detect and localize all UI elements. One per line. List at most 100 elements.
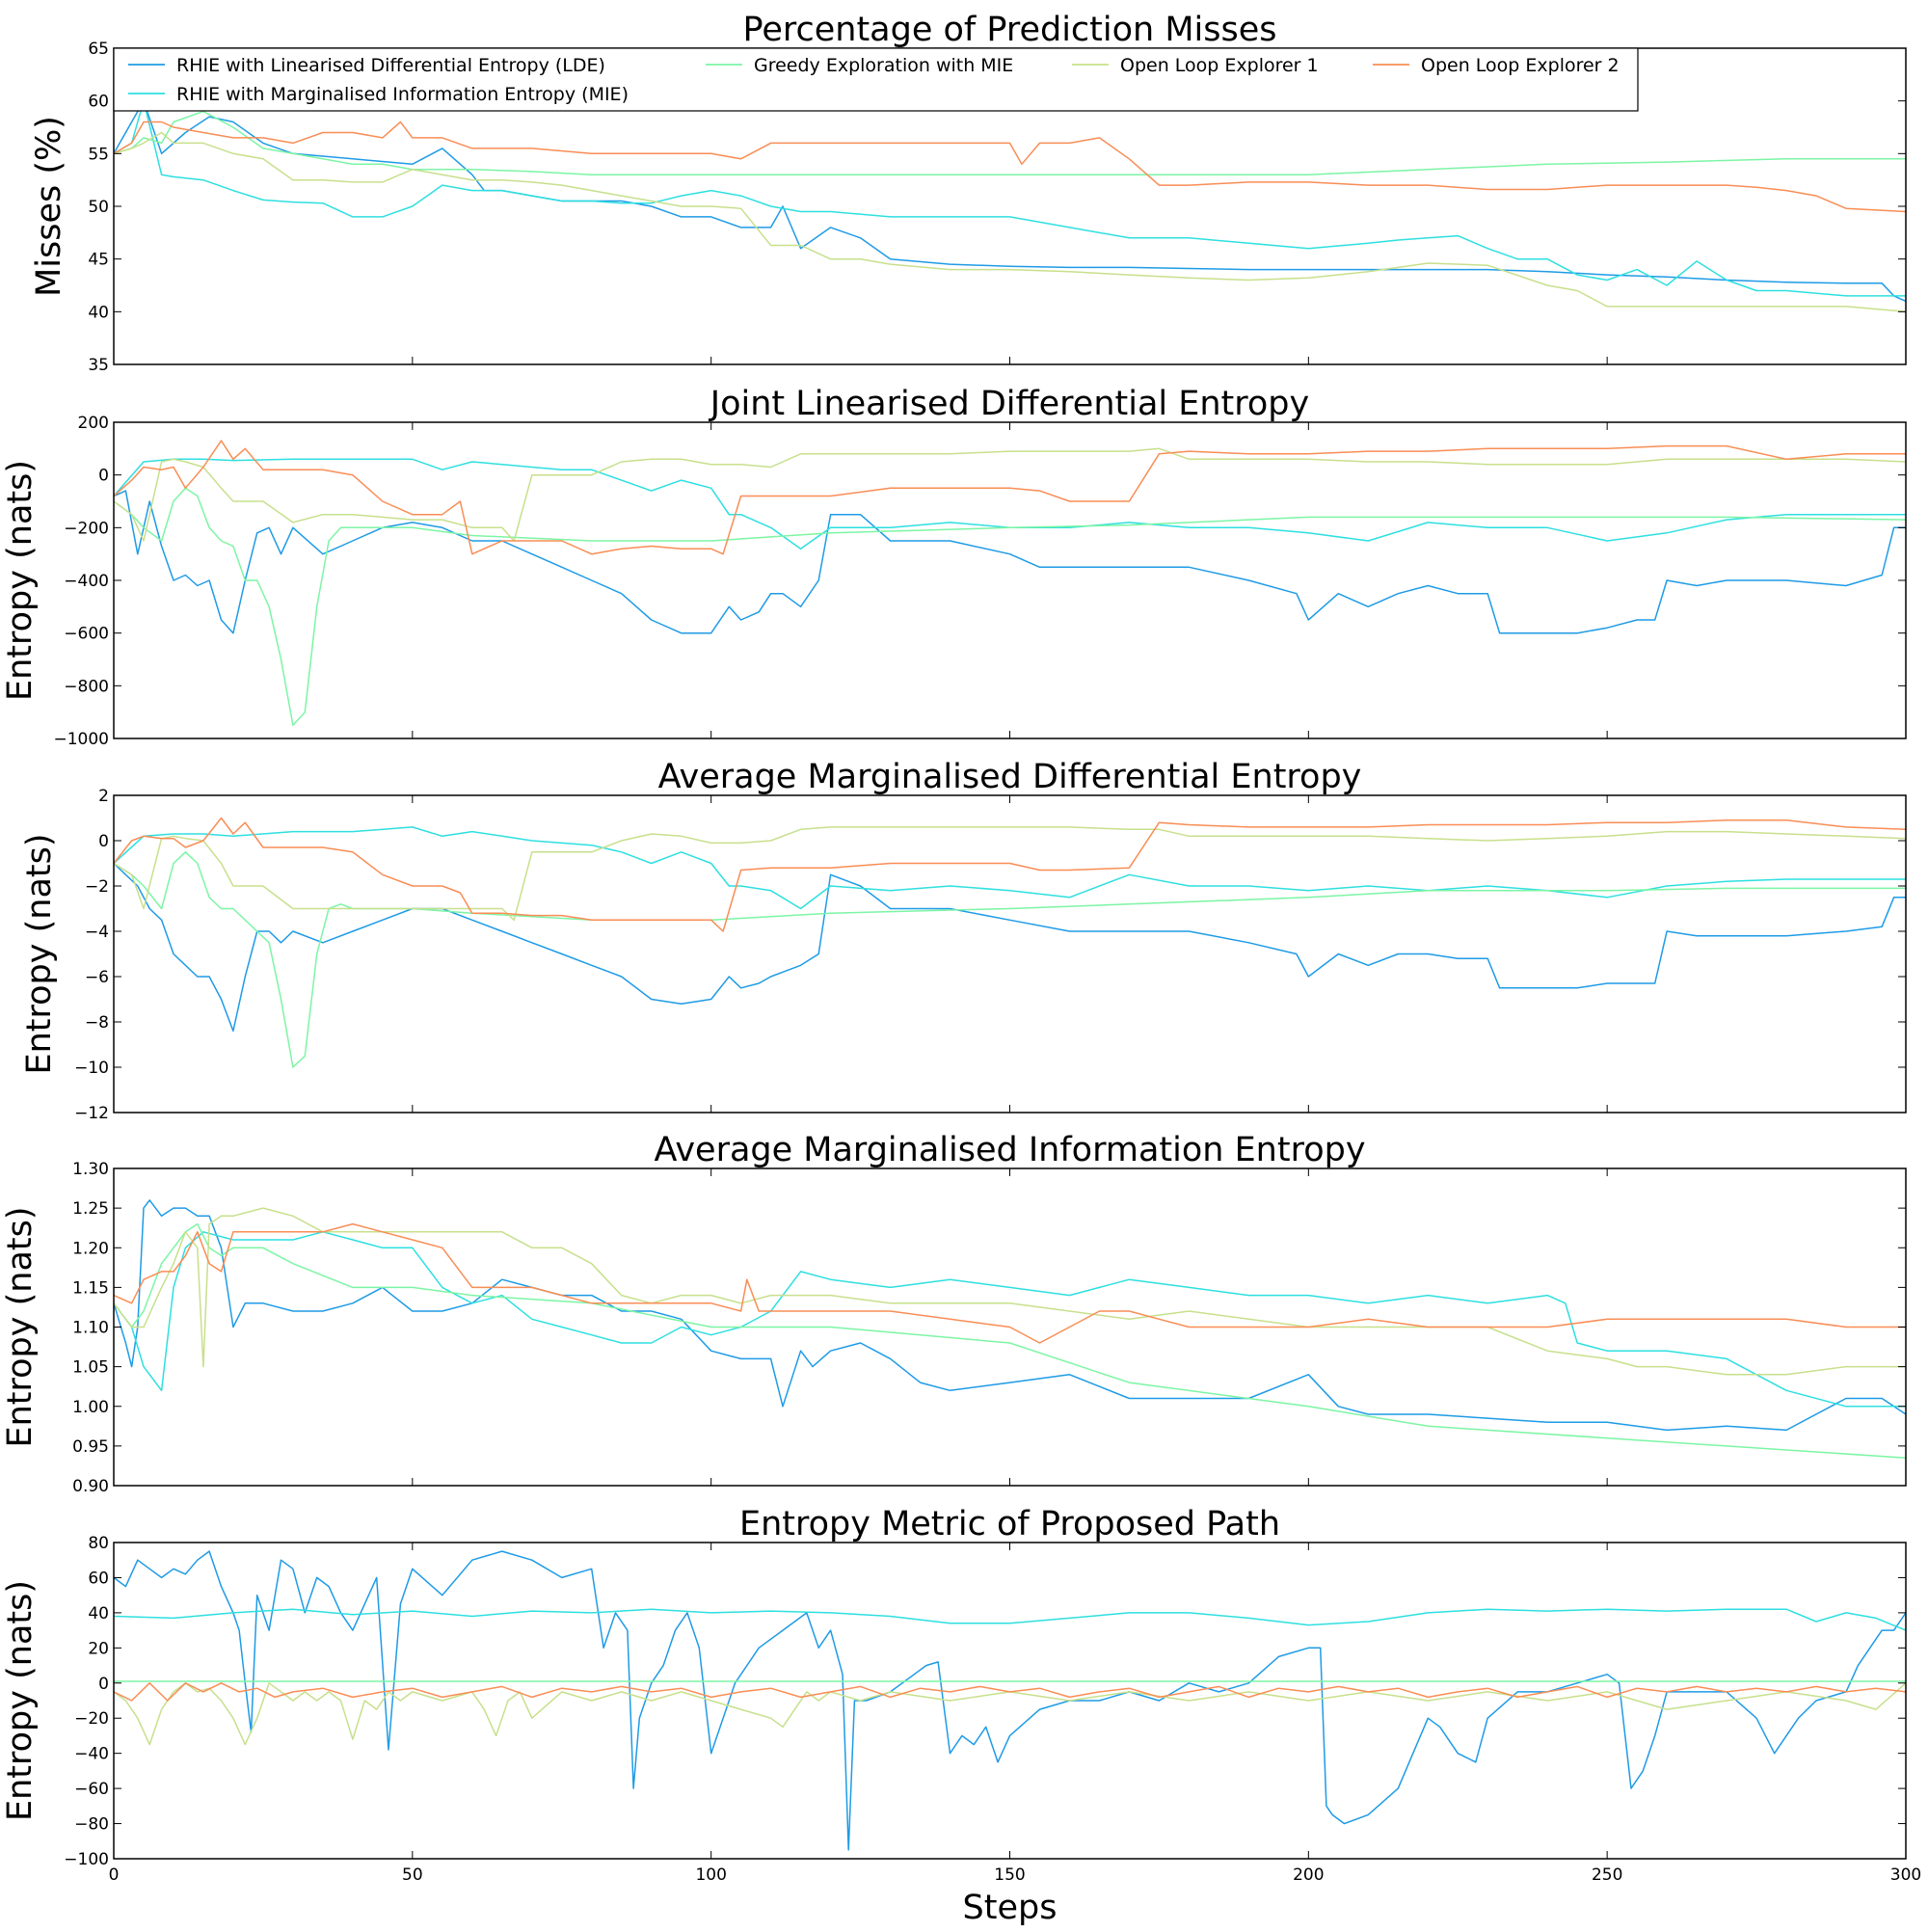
series-group bbox=[114, 440, 1906, 727]
legend-label-mie: RHIE with Marginalised Information Entro… bbox=[176, 84, 629, 105]
y-tick-label: 1.20 bbox=[72, 1239, 109, 1258]
chart-title: Joint Linearised Differential Entropy bbox=[709, 385, 1310, 423]
y-axis-label: Entropy (nats) bbox=[1, 1580, 40, 1821]
x-axis-label: Steps bbox=[963, 1889, 1058, 1927]
y-tick-label: 55 bbox=[88, 145, 109, 164]
y-tick-label: −100 bbox=[64, 1850, 109, 1869]
y-tick-label: −4 bbox=[85, 923, 109, 942]
y-axis-label: Misses (%) bbox=[30, 116, 68, 297]
series-line-ol1 bbox=[114, 1207, 1906, 1376]
plot-frame bbox=[113, 1167, 1907, 1487]
chart-title: Average Marginalised Information Entropy bbox=[654, 1131, 1365, 1169]
y-tick-label: 40 bbox=[88, 303, 109, 322]
x-tick-label: 100 bbox=[695, 1865, 726, 1885]
y-tick-label: −400 bbox=[64, 572, 109, 591]
series-line-mie bbox=[114, 826, 1906, 910]
y-tick-label: 1.00 bbox=[72, 1398, 109, 1417]
y-tick-label: 0 bbox=[98, 832, 109, 851]
series-group bbox=[114, 1199, 1906, 1459]
series-line-ol1 bbox=[114, 1682, 1906, 1746]
y-tick-label: −1000 bbox=[53, 730, 109, 749]
y-tick-label: 40 bbox=[88, 1604, 109, 1623]
x-tick-label: 50 bbox=[402, 1865, 423, 1885]
series-group bbox=[114, 99, 1906, 313]
series-line-ol1 bbox=[114, 131, 1906, 313]
series-line-greedy bbox=[114, 851, 1906, 1068]
y-tick-label: 200 bbox=[78, 414, 109, 433]
y-tick-label: −60 bbox=[74, 1780, 109, 1799]
legend: RHIE with Linearised Differential Entrop… bbox=[113, 47, 1639, 112]
x-tick-label: 250 bbox=[1592, 1865, 1622, 1885]
y-tick-label: −800 bbox=[64, 677, 109, 696]
y-tick-label: −40 bbox=[74, 1745, 109, 1764]
series-line-ol2 bbox=[114, 440, 1906, 555]
y-tick-label: 0 bbox=[98, 467, 109, 486]
y-tick-label: 1.05 bbox=[72, 1358, 109, 1378]
legend-label-lde: RHIE with Linearised Differential Entrop… bbox=[176, 55, 605, 76]
legend-label-greedy: Greedy Exploration with MIE bbox=[754, 55, 1013, 76]
series-line-lde bbox=[114, 1199, 1906, 1432]
series-line-mie bbox=[114, 1608, 1906, 1631]
y-tick-label: 0.90 bbox=[72, 1477, 109, 1496]
y-tick-label: 0 bbox=[98, 1675, 109, 1694]
series-line-ol1 bbox=[114, 826, 1906, 922]
series-line-ol2 bbox=[114, 1682, 1906, 1702]
series-line-mie bbox=[114, 458, 1906, 550]
series-line-ol2 bbox=[114, 1222, 1906, 1344]
y-axis-label: Entropy (nats) bbox=[1, 460, 40, 701]
y-tick-label: 65 bbox=[88, 40, 109, 59]
y-tick-label: −20 bbox=[74, 1709, 109, 1729]
chart-title: Entropy Metric of Proposed Path bbox=[739, 1505, 1280, 1543]
y-tick-label: −6 bbox=[85, 968, 109, 987]
y-tick-label: 45 bbox=[88, 251, 109, 270]
legend-label-ol2: Open Loop Explorer 2 bbox=[1421, 55, 1620, 76]
y-tick-label: −80 bbox=[74, 1815, 109, 1835]
series-line-greedy bbox=[114, 110, 1906, 175]
y-tick-label: 35 bbox=[88, 356, 109, 375]
series-line-ol2 bbox=[114, 817, 1906, 932]
plot-frame bbox=[113, 794, 1907, 1114]
series-line-ol2 bbox=[114, 121, 1906, 213]
legend-label-ol1: Open Loop Explorer 1 bbox=[1120, 55, 1319, 76]
x-tick-label: 150 bbox=[994, 1865, 1025, 1885]
y-tick-label: 0.95 bbox=[72, 1437, 109, 1457]
plot-frame bbox=[113, 1542, 1907, 1860]
legend-box bbox=[113, 47, 1639, 112]
y-tick-label: 1.10 bbox=[72, 1319, 109, 1338]
y-axis-label: Entropy (nats) bbox=[1, 1206, 40, 1447]
series-line-lde bbox=[114, 99, 1906, 303]
series-line-lde bbox=[114, 490, 1906, 634]
y-tick-label: −2 bbox=[85, 877, 109, 897]
y-tick-label: −8 bbox=[85, 1013, 109, 1033]
series-line-mie bbox=[114, 99, 1906, 297]
series-group bbox=[114, 817, 1906, 1068]
y-tick-label: 60 bbox=[88, 93, 109, 112]
x-tick-label: 300 bbox=[1890, 1865, 1921, 1885]
series-group bbox=[114, 1550, 1906, 1851]
chart-title: Percentage of Prediction Misses bbox=[742, 11, 1276, 49]
y-tick-label: −200 bbox=[64, 519, 109, 538]
series-line-ol1 bbox=[114, 447, 1906, 542]
series-line-mie bbox=[114, 1231, 1906, 1408]
series-line-greedy bbox=[114, 1222, 1906, 1459]
chart-panel-1: Percentage of Prediction Misses Misses (%… bbox=[30, 11, 1907, 375]
y-tick-label: 80 bbox=[88, 1534, 109, 1553]
y-tick-label: 50 bbox=[88, 198, 109, 217]
y-tick-label: 2 bbox=[98, 787, 109, 806]
y-tick-label: 1.25 bbox=[72, 1199, 109, 1219]
chart-panel-4: Average Marginalised Information Entropy… bbox=[1, 1131, 1907, 1496]
y-tick-label: −10 bbox=[74, 1059, 109, 1078]
plot-frame bbox=[113, 421, 1907, 739]
chart-title: Average Marginalised Differential Entrop… bbox=[658, 758, 1362, 796]
chart-panel-3: Average Marginalised Differential Entrop… bbox=[20, 758, 1907, 1123]
x-tick-label: 200 bbox=[1293, 1865, 1324, 1885]
series-line-lde bbox=[114, 862, 1906, 1033]
y-tick-label: −12 bbox=[74, 1104, 109, 1123]
y-tick-label: 60 bbox=[88, 1569, 109, 1588]
y-axis-label: Entropy (nats) bbox=[20, 833, 59, 1074]
y-tick-label: −600 bbox=[64, 625, 109, 644]
y-tick-label: 20 bbox=[88, 1639, 109, 1658]
chart-panel-5: Entropy Metric of Proposed Path Entropy (… bbox=[1, 1505, 1921, 1927]
